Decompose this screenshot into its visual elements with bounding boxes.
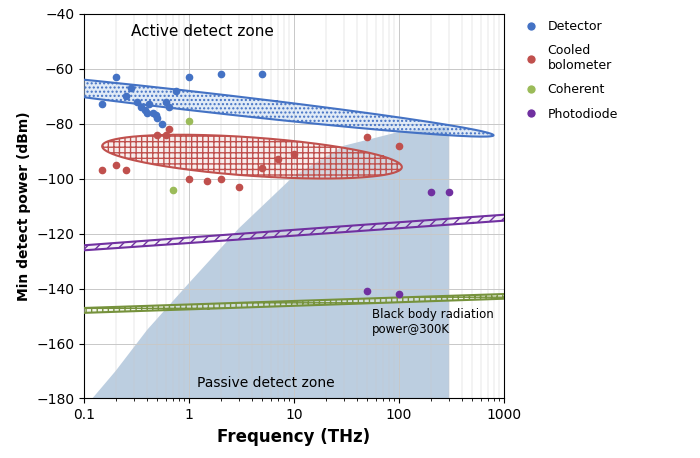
Polygon shape: [0, 67, 494, 136]
Text: Black body radiation
power@300K: Black body radiation power@300K: [372, 307, 494, 336]
Text: Active detect zone: Active detect zone: [131, 24, 274, 39]
Legend: Detector, Cooled
bolometer, Coherent, Photodiode: Detector, Cooled bolometer, Coherent, Ph…: [519, 20, 618, 121]
Polygon shape: [102, 135, 402, 179]
Y-axis label: Min detect power (dBm): Min detect power (dBm): [17, 111, 31, 301]
Polygon shape: [0, 267, 700, 349]
Polygon shape: [0, 176, 700, 269]
Polygon shape: [92, 126, 449, 398]
Text: Passive detect zone: Passive detect zone: [197, 376, 335, 391]
X-axis label: Frequency (THz): Frequency (THz): [218, 428, 370, 446]
